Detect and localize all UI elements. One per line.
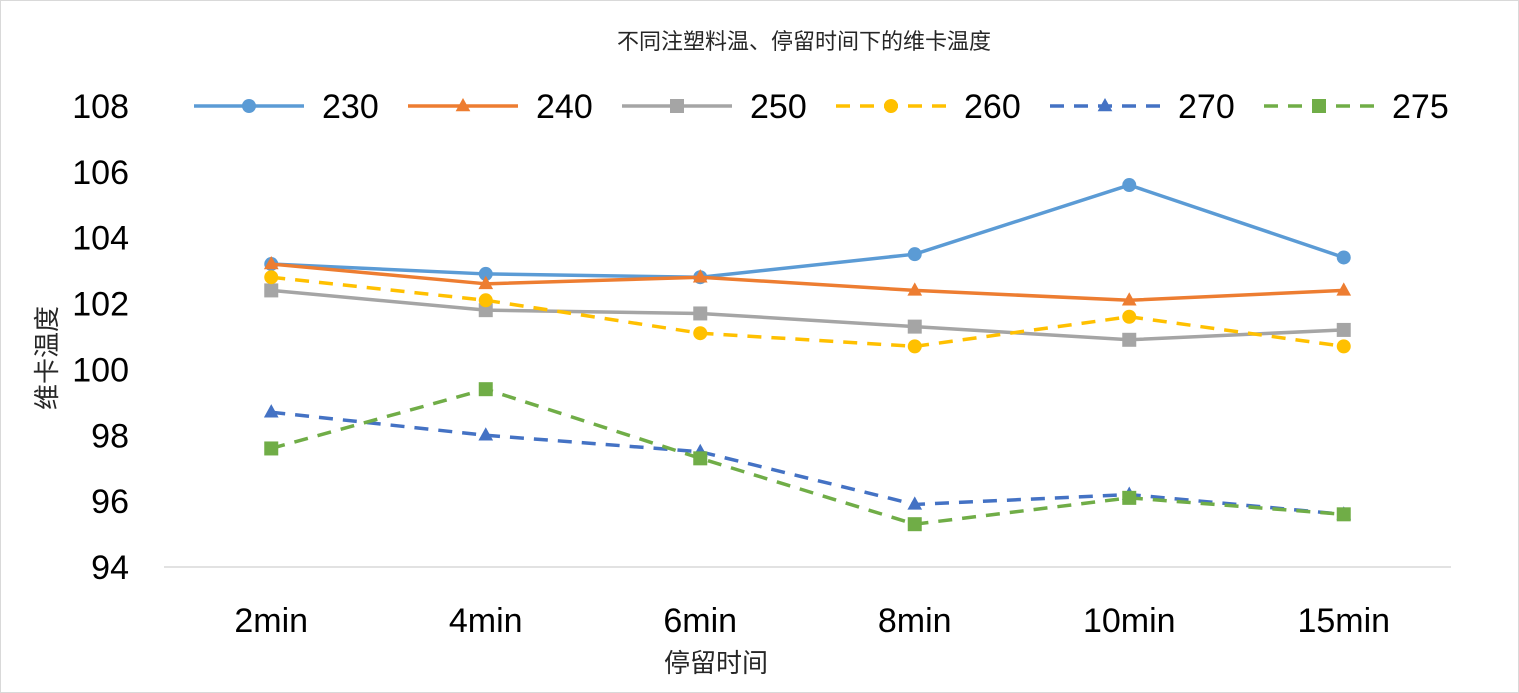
y-tick-label: 96 — [91, 483, 129, 521]
series-line — [271, 183, 1345, 279]
y-tick-label: 106 — [72, 154, 129, 192]
series-240 — [263, 256, 1352, 306]
series-230 — [264, 178, 1351, 285]
data-point — [1122, 178, 1137, 193]
legend-label: 250 — [750, 88, 807, 126]
data-point — [1336, 507, 1351, 522]
legend-label: 240 — [536, 88, 593, 126]
data-point — [478, 275, 494, 290]
legend-item-270: 270 — [1050, 88, 1235, 126]
x-tick-label: 2min — [234, 602, 308, 640]
data-point — [478, 427, 494, 441]
data-point — [264, 270, 279, 285]
x-tick-label: 4min — [449, 602, 523, 640]
x-tick-label: 10min — [1083, 602, 1176, 640]
series-250 — [264, 283, 1351, 347]
y-tick-label: 100 — [72, 351, 129, 389]
legend-marker — [455, 97, 471, 112]
data-point — [1121, 292, 1137, 306]
data-point — [1336, 282, 1352, 296]
data-point — [478, 293, 493, 308]
data-point — [1122, 490, 1137, 505]
data-point — [1336, 250, 1351, 265]
legend-marker — [884, 99, 898, 113]
data-point — [693, 326, 708, 341]
series-line — [271, 288, 1344, 342]
data-point — [263, 404, 279, 418]
x-axis-title: 停留时间 — [664, 649, 768, 679]
data-point — [692, 269, 708, 283]
chart-title: 不同注塑料温、停留时间下的维卡温度 — [617, 30, 991, 55]
legend-label: 270 — [1178, 88, 1235, 126]
legend-label: 275 — [1392, 88, 1449, 126]
legend-marker — [670, 99, 684, 113]
data-point — [907, 282, 923, 296]
series-line — [271, 262, 1344, 303]
y-axis-title: 维卡温度 — [33, 306, 63, 410]
series-260 — [264, 270, 1351, 354]
data-point — [1336, 339, 1351, 354]
x-tick-label: 15min — [1297, 602, 1390, 640]
series-line — [271, 275, 1344, 349]
y-tick-label: 94 — [91, 549, 129, 587]
series-275 — [264, 382, 1351, 532]
series-line — [271, 410, 1344, 517]
data-point — [1122, 309, 1137, 324]
legend-item-250: 250 — [622, 88, 807, 126]
legend-item-275: 275 — [1264, 88, 1449, 126]
legend-marker — [242, 99, 256, 113]
y-axis-ticks: 94 96 98 100 102 104 106 108 — [72, 88, 129, 587]
legend-marker — [1312, 99, 1326, 113]
y-tick-label: 104 — [72, 220, 129, 258]
legend-item-260: 260 — [836, 88, 1021, 126]
series-layer — [263, 178, 1352, 532]
y-tick-label: 102 — [72, 286, 129, 324]
data-point — [1336, 322, 1351, 337]
data-point — [478, 382, 493, 397]
data-point — [693, 306, 708, 321]
data-point — [1122, 332, 1137, 347]
data-point — [907, 247, 922, 262]
data-point — [907, 496, 923, 510]
legend-item-230: 230 — [194, 88, 379, 126]
legend-item-240: 240 — [408, 88, 593, 126]
x-axis-ticks: 2min 4min 6min 8min 10min 15min — [234, 602, 1390, 640]
data-point — [907, 339, 922, 354]
data-point — [263, 256, 279, 270]
legend-label: 230 — [322, 88, 379, 126]
y-tick-label: 98 — [91, 417, 129, 455]
data-point — [907, 517, 922, 532]
data-point — [264, 441, 279, 456]
data-point — [264, 283, 279, 298]
legend: 230 240 250 260 270 275 — [194, 88, 1449, 126]
data-point — [907, 319, 922, 334]
data-point — [693, 451, 708, 466]
y-tick-label: 108 — [72, 88, 129, 126]
data-point — [478, 303, 493, 318]
x-tick-label: 6min — [663, 602, 737, 640]
legend-label: 260 — [964, 88, 1021, 126]
legend-marker — [1097, 97, 1113, 112]
x-tick-label: 8min — [878, 602, 952, 640]
data-point — [478, 266, 493, 281]
series-line — [270, 387, 1344, 526]
